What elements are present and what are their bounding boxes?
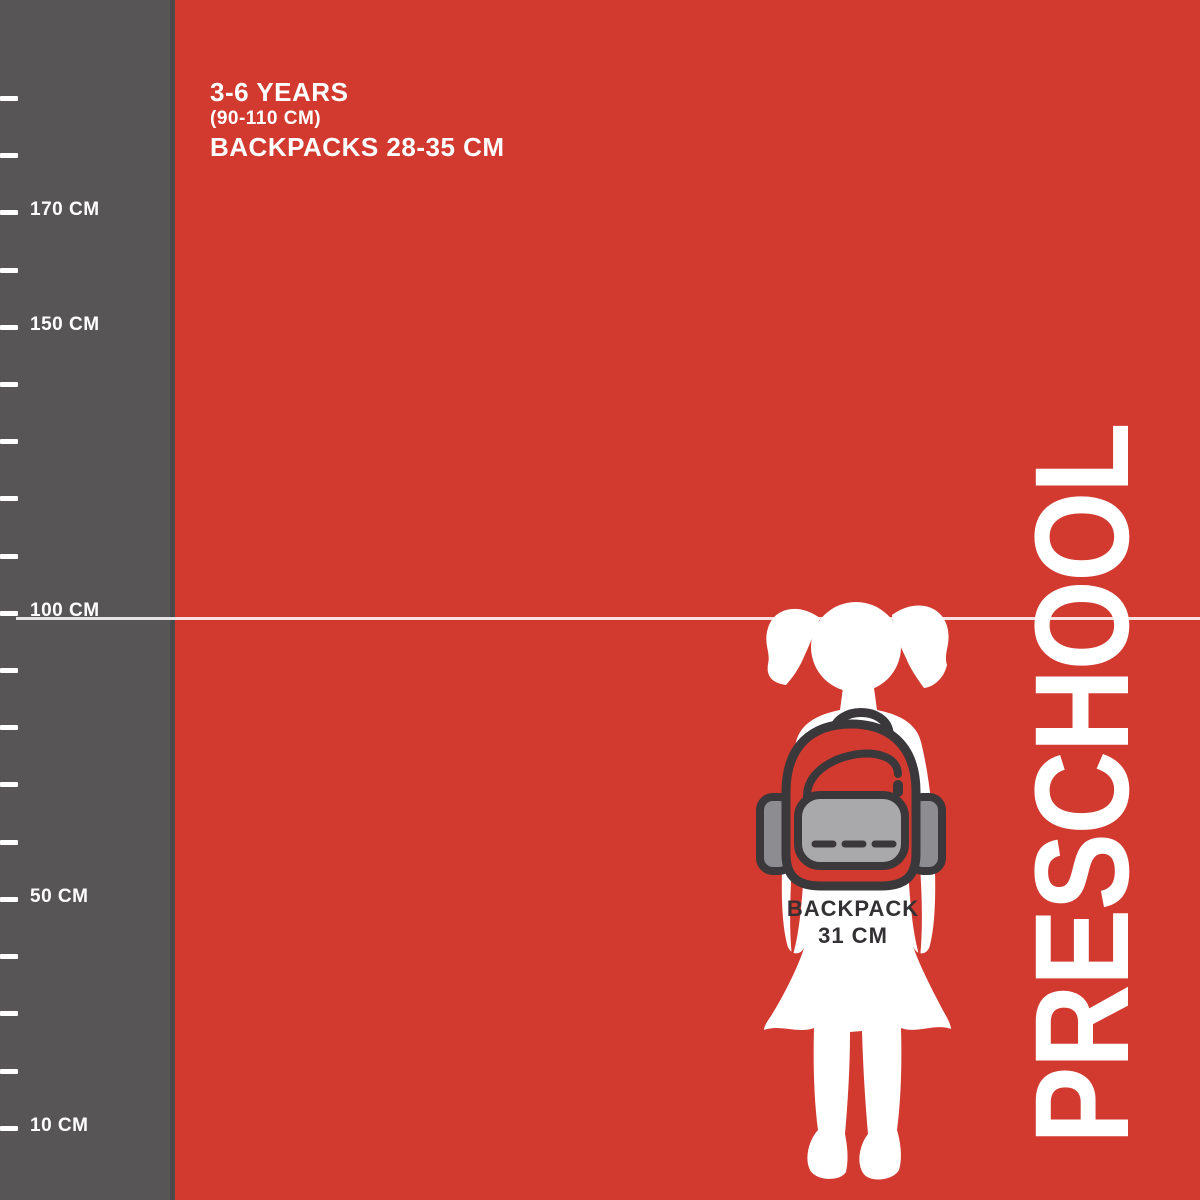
backpack-size-label-line1: BACKPACK <box>786 896 920 921</box>
right-pigtail <box>892 605 949 688</box>
100cm-guideline <box>16 617 1200 620</box>
backpack-icon <box>756 708 946 891</box>
age-range-label: 3-6 YEARS <box>210 77 349 107</box>
left-arm-gap <box>790 866 804 958</box>
backpack-zipper-line <box>802 749 902 802</box>
ruler-column <box>0 0 175 1200</box>
backpack-size-range-label: BACKPACKS 28-35 CM <box>210 132 505 162</box>
stage-label: PRESCHOOL <box>1008 424 1157 1144</box>
head <box>811 602 901 692</box>
right-arm-gap <box>908 866 922 958</box>
header: 3-6 YEARS (90-110 CM) BACKPACKS 28-35 CM <box>210 78 505 162</box>
arm-dress-gaps <box>790 866 922 958</box>
height-range-label: (90-110 CM) <box>210 108 322 129</box>
left-pigtail <box>766 608 820 685</box>
ruler-column-edge <box>170 0 175 1200</box>
backpack-size-label-line2: 31 CM <box>818 923 888 948</box>
backpack-size-label: BACKPACK 31 CM <box>753 897 953 948</box>
backpack-front-pocket <box>794 791 909 870</box>
